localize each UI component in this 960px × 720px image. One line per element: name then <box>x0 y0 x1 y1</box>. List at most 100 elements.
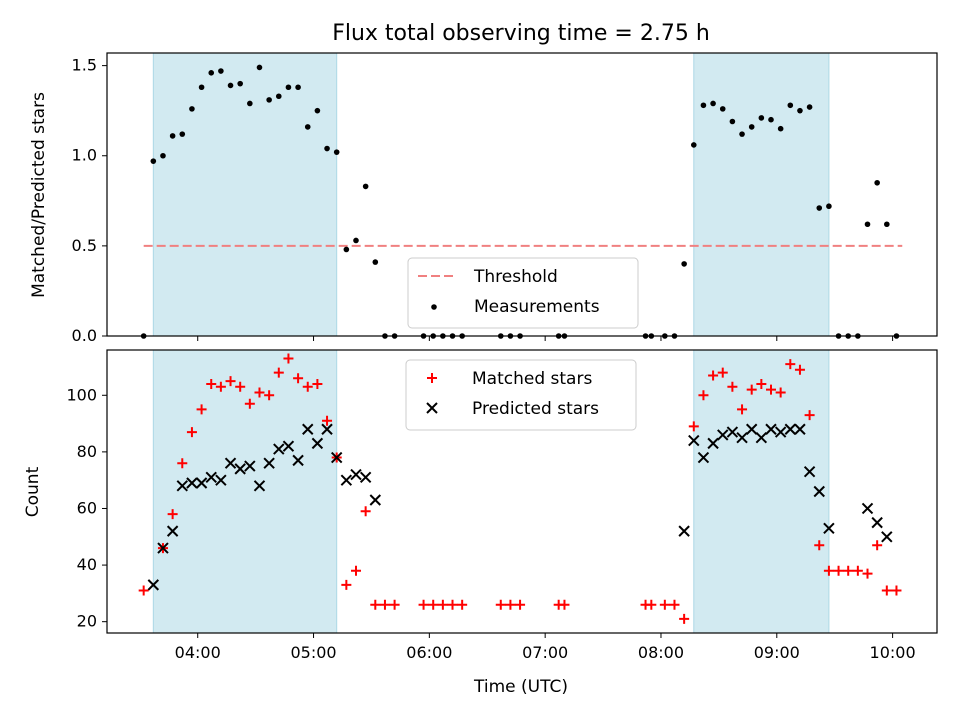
x-tick-label-6: 09:00 <box>754 643 800 662</box>
point-matched-stars-60 <box>862 568 873 579</box>
point-matched-stars-13 <box>264 390 275 401</box>
x-tick-label-4: 07:00 <box>522 643 568 662</box>
point-matched-stars-62 <box>881 585 892 596</box>
series-matched-stars <box>138 353 902 624</box>
point-predicted-stars-1 <box>147 579 160 591</box>
point-measurements-63 <box>884 221 890 228</box>
point-predicted-stars-22 <box>350 468 362 481</box>
point-matched-stars-10 <box>235 381 246 392</box>
point-matched-stars-25 <box>379 599 390 610</box>
point-predicted-stars-3 <box>166 525 179 537</box>
point-matched-stars-51 <box>775 387 786 398</box>
point-measurements-9 <box>218 68 224 74</box>
legend-1: Threshold Measurements <box>407 257 639 329</box>
point-measurements-14 <box>266 97 272 103</box>
point-matched-stars-58 <box>843 565 854 576</box>
point-matched-stars-11 <box>244 398 255 409</box>
point-predicted-stars-14 <box>273 443 285 455</box>
point-measurements-12 <box>247 100 253 107</box>
point-predicted-stars-2 <box>157 542 169 554</box>
point-measurements-23 <box>353 237 359 244</box>
point-measurements-11 <box>237 80 243 87</box>
point-predicted-stars-11 <box>244 460 256 472</box>
shaded-interval-1 <box>152 52 338 337</box>
point-measurements-50 <box>758 115 765 121</box>
point-measurements-56 <box>816 205 823 211</box>
point-predicted-stars-40 <box>823 522 835 534</box>
point-measurements-22 <box>343 246 350 253</box>
point-matched-stars-24 <box>370 599 381 610</box>
legend-label-matched-stars: Matched stars <box>472 369 592 389</box>
point-measurements-16 <box>285 84 292 91</box>
point-predicted-stars-39 <box>813 485 825 498</box>
point-measurements-10 <box>227 82 234 89</box>
legend-marker-predicted-stars <box>426 402 438 414</box>
point-matched-stars-61 <box>872 540 883 551</box>
point-matched-stars-45 <box>717 367 728 378</box>
point-matched-stars-54 <box>804 410 815 421</box>
point-measurements-13 <box>256 64 263 71</box>
point-matched-stars-3 <box>167 509 178 520</box>
x-tick-label-5: 08:00 <box>638 643 684 662</box>
point-predicted-stars-12 <box>253 480 266 492</box>
point-predicted-stars-35 <box>774 426 787 438</box>
point-predicted-stars-30 <box>726 426 739 438</box>
point-measurements-45 <box>710 100 716 107</box>
point-matched-stars-27 <box>418 599 429 610</box>
point-measurements-3 <box>160 152 166 159</box>
point-matched-stars-52 <box>785 359 796 370</box>
point-measurements-51 <box>768 116 774 123</box>
point-predicted-stars-4 <box>176 480 188 492</box>
point-matched-stars-6 <box>196 404 207 415</box>
x-tick-label-3: 06:00 <box>406 643 452 662</box>
point-matched-stars-41 <box>679 613 690 624</box>
y-tick-label-2-1: 20 <box>77 612 97 631</box>
point-measurements-46 <box>719 106 726 112</box>
point-predicted-stars-8 <box>215 474 227 486</box>
point-measurements-52 <box>777 125 784 132</box>
point-measurements-6 <box>189 106 195 112</box>
point-matched-stars-43 <box>698 390 709 401</box>
point-measurements-47 <box>729 118 736 125</box>
point-matched-stars-59 <box>852 565 863 576</box>
point-matched-stars-47 <box>737 404 748 415</box>
y-tick-label-2-2: 40 <box>77 555 97 574</box>
point-predicted-stars-24 <box>369 494 382 506</box>
point-predicted-stars-13 <box>263 457 275 469</box>
point-measurements-53 <box>787 102 794 109</box>
x-axis-label: Time (UTC) <box>473 677 568 697</box>
shaded-interval-2 <box>693 52 830 337</box>
point-measurements-24 <box>362 183 369 190</box>
shaded-interval-2 <box>693 349 830 634</box>
point-matched-stars-55 <box>814 540 825 551</box>
point-matched-stars-53 <box>794 364 805 375</box>
point-predicted-stars-9 <box>224 457 237 469</box>
chart-title: Flux total observing time = 2.75 h <box>332 21 710 46</box>
point-predicted-stars-25 <box>678 525 690 537</box>
legend-box-1 <box>407 257 639 329</box>
y-tick-label-2-5: 100 <box>66 385 97 404</box>
point-measurements-18 <box>304 124 311 130</box>
y-tick-label-1-2: 0.5 <box>72 236 97 255</box>
point-matched-stars-40 <box>669 599 680 610</box>
y-tick-label-1-1: 0.0 <box>72 326 97 345</box>
point-measurements-19 <box>314 107 321 114</box>
point-measurements-8 <box>208 70 215 76</box>
axes-frame-2 <box>106 349 938 634</box>
point-measurements-4 <box>169 133 176 139</box>
point-matched-stars-56 <box>823 565 834 576</box>
point-matched-stars-50 <box>766 384 776 395</box>
legend-marker-matched-stars <box>427 373 437 383</box>
legend-label-measurements: Measurements <box>474 297 600 317</box>
x-tick-label-2: 05:00 <box>290 643 336 662</box>
point-matched-stars-23 <box>360 506 371 517</box>
point-matched-stars-30 <box>447 599 458 610</box>
point-measurements-17 <box>295 84 301 91</box>
point-predicted-stars-28 <box>707 437 719 450</box>
point-predicted-stars-33 <box>755 432 768 444</box>
point-measurements-54 <box>797 107 803 114</box>
point-matched-stars-57 <box>833 565 844 576</box>
point-predicted-stars-23 <box>359 471 372 484</box>
top-panel: 0.0 0.5 1.0 1.5 Threshold Measurements <box>72 52 938 345</box>
